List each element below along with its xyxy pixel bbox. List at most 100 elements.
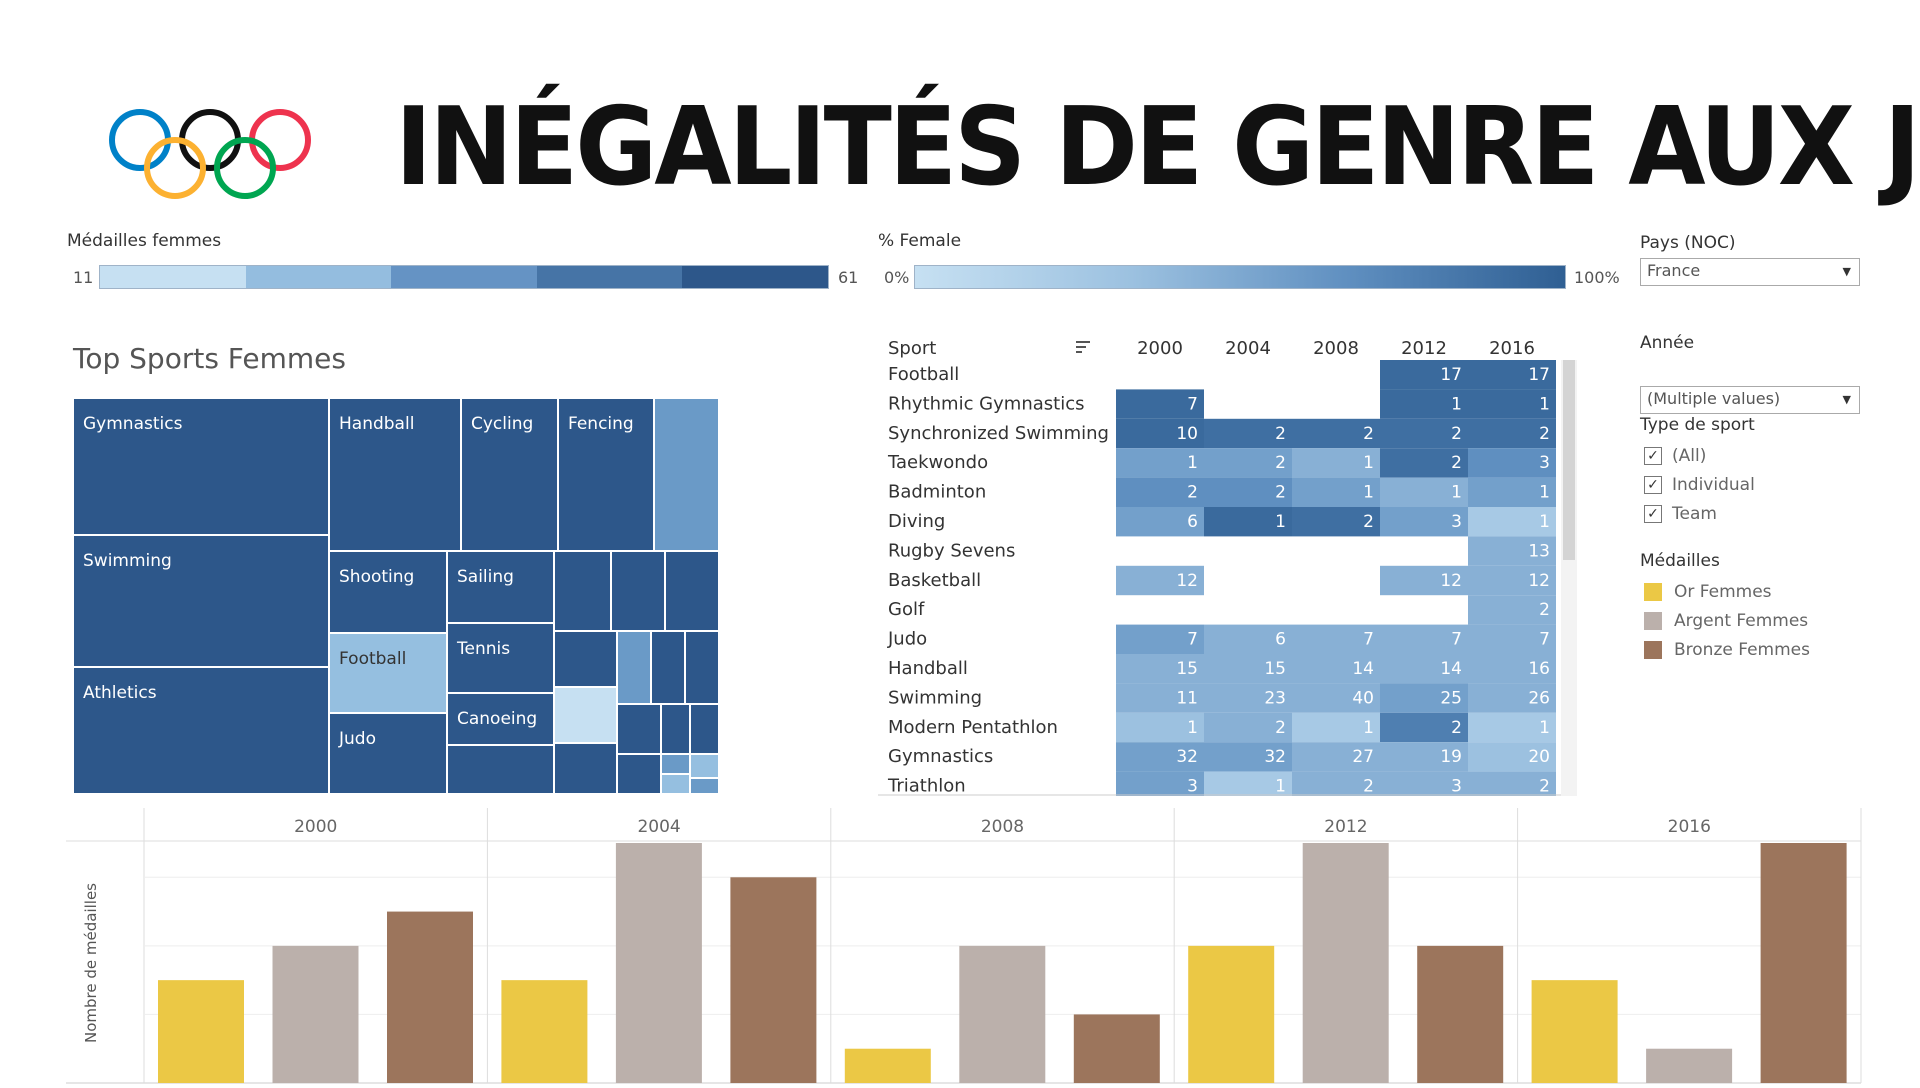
treemap-cell-gymnastics[interactable]: Gymnastics [73, 398, 330, 536]
table-cell[interactable] [1292, 624, 1380, 654]
checkbox-checked-icon[interactable]: ✓ [1644, 475, 1662, 494]
treemap-cell[interactable] [653, 398, 719, 552]
table-cell[interactable] [1468, 536, 1556, 566]
table-cell[interactable] [1292, 771, 1380, 796]
bar-2000-bronze-femmes[interactable] [387, 911, 473, 1083]
treemap-cell[interactable] [689, 753, 719, 779]
table-cell[interactable] [1116, 712, 1204, 743]
table-cell[interactable] [1204, 654, 1292, 684]
top-sports-treemap[interactable]: Gymnastics Swimming Athletics Handball Cycli… [73, 398, 719, 794]
treemap-cell[interactable] [553, 742, 618, 794]
country-dropdown[interactable]: France ▼ [1640, 258, 1860, 286]
table-cell[interactable] [1380, 683, 1468, 713]
treemap-cell-tennis[interactable]: Tennis [446, 622, 555, 694]
table-cell[interactable] [1468, 595, 1556, 625]
sport-type-option-individual[interactable]: ✓ Individual [1644, 470, 1755, 499]
bar-2012-argent-femmes[interactable] [1302, 843, 1389, 1083]
treemap-cell[interactable] [610, 550, 666, 632]
treemap-cell-sailing[interactable]: Sailing [446, 550, 555, 624]
table-cell[interactable] [1380, 654, 1468, 684]
table-cell[interactable] [1380, 507, 1468, 537]
treemap-cell[interactable] [650, 630, 686, 705]
table-cell[interactable] [1380, 771, 1468, 796]
treemap-cell[interactable] [616, 630, 652, 705]
treemap-cell[interactable] [689, 703, 719, 755]
bar-2008-bronze-femmes[interactable] [1073, 1014, 1160, 1083]
sort-icon[interactable] [1076, 341, 1090, 353]
table-row[interactable]: Judo 7 6 7 7 7 [887, 624, 1556, 654]
bar-2016-or-femmes[interactable] [1531, 980, 1618, 1083]
table-cell[interactable] [1380, 360, 1468, 390]
sport-type-option-all[interactable]: ✓ (All) [1644, 441, 1755, 470]
bar-2012-bronze-femmes[interactable] [1417, 945, 1504, 1083]
bar-2004-argent-femmes[interactable] [615, 843, 702, 1083]
table-row[interactable]: Basketball 12 12 12 [888, 565, 1556, 596]
table-cell[interactable] [1116, 742, 1204, 772]
table-cell[interactable] [1380, 418, 1468, 449]
table-cell[interactable] [1116, 771, 1204, 796]
table-cell[interactable] [1292, 683, 1380, 713]
table-cell[interactable] [1468, 360, 1556, 390]
table-cell[interactable] [1116, 418, 1204, 449]
bar-2004-or-femmes[interactable] [501, 980, 588, 1083]
table-cell[interactable] [1116, 507, 1204, 537]
treemap-cell[interactable] [446, 744, 555, 794]
table-cell[interactable] [1380, 389, 1468, 419]
table-cell[interactable] [1204, 742, 1292, 772]
table-row[interactable]: Handball 15 15 14 14 16 [888, 654, 1556, 684]
table-cell[interactable] [1292, 448, 1380, 478]
table-cell[interactable] [1116, 477, 1204, 507]
table-cell[interactable] [1204, 771, 1292, 796]
table-cell[interactable] [1292, 507, 1380, 537]
table-cell[interactable] [1116, 448, 1204, 478]
treemap-cell[interactable] [553, 686, 618, 744]
treemap-cell-football[interactable]: Football [328, 632, 448, 714]
table-cell[interactable] [1468, 683, 1556, 713]
table-row[interactable]: Rhythmic Gymnastics 7 1 1 [888, 389, 1556, 419]
table-row[interactable]: Badminton 2 2 1 1 1 [888, 477, 1556, 507]
medal-legend-gold[interactable]: Or Femmes [1644, 577, 1810, 606]
table-cell[interactable] [1116, 389, 1204, 419]
treemap-cell-judo[interactable]: Judo [328, 712, 448, 794]
treemap-cell-shooting[interactable]: Shooting [328, 550, 448, 634]
treemap-cell[interactable] [689, 777, 719, 794]
bar-2004-bronze-femmes[interactable] [730, 877, 817, 1083]
medal-legend-bronze[interactable]: Bronze Femmes [1644, 635, 1810, 664]
table-cell[interactable] [1204, 507, 1292, 537]
table-cell[interactable] [1380, 477, 1468, 507]
table-scrollbar-thumb[interactable] [1563, 360, 1575, 560]
table-row[interactable]: Triathlon 3 1 2 3 2 [887, 771, 1556, 796]
medal-legend-silver[interactable]: Argent Femmes [1644, 606, 1810, 635]
table-cell[interactable] [1380, 712, 1468, 743]
medals-bar-chart[interactable]: Nombre de médailles 2000 2004 2008 2012 2016 [66, 808, 1866, 1088]
table-cell[interactable] [1468, 418, 1556, 449]
table-cell[interactable] [1380, 565, 1468, 596]
treemap-cell-swimming[interactable]: Swimming [73, 534, 330, 668]
bar-2008-or-femmes[interactable] [844, 1048, 931, 1083]
table-cell[interactable] [1116, 683, 1204, 713]
treemap-cell-canoeing[interactable]: Canoeing [446, 692, 555, 746]
table-cell[interactable] [1204, 683, 1292, 713]
treemap-cell[interactable] [553, 630, 618, 688]
table-cell[interactable] [1468, 448, 1556, 478]
treemap-cell[interactable] [664, 550, 719, 632]
treemap-cell-cycling[interactable]: Cycling [460, 398, 559, 552]
treemap-cell[interactable] [660, 703, 691, 755]
table-cell[interactable] [1380, 448, 1468, 478]
table-cell[interactable] [1292, 477, 1380, 507]
table-cell[interactable] [1204, 448, 1292, 478]
table-cell[interactable] [1380, 742, 1468, 772]
table-cell[interactable] [1116, 624, 1204, 654]
table-row[interactable]: Gymnastics 32 32 27 19 20 [888, 742, 1556, 772]
table-cell[interactable] [1204, 712, 1292, 743]
treemap-cell-athletics[interactable]: Athletics [73, 666, 330, 794]
table-cell[interactable] [1116, 654, 1204, 684]
checkbox-checked-icon[interactable]: ✓ [1644, 446, 1662, 465]
table-cell[interactable] [1468, 507, 1556, 537]
bar-2008-argent-femmes[interactable] [959, 945, 1046, 1083]
year-dropdown[interactable]: (Multiple values) ▼ [1640, 386, 1860, 414]
table-cell[interactable] [1468, 389, 1556, 419]
table-row[interactable]: Football 17 17 [888, 360, 1556, 390]
table-cell[interactable] [1292, 712, 1380, 743]
table-row[interactable]: Modern Pentathlon 1 2 1 2 1 [888, 712, 1556, 743]
